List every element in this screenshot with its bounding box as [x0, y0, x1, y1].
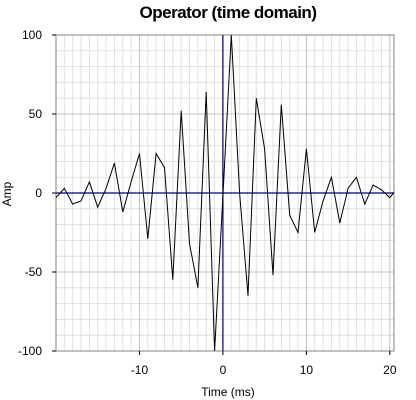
x-axis-label: Time (ms): [201, 385, 255, 399]
x-tick-label: -10: [131, 363, 149, 377]
y-tick-label: -100: [18, 344, 42, 358]
y-axis-label: Amp: [0, 181, 14, 206]
y-tick-label: -50: [25, 265, 43, 279]
y-tick-label: 0: [35, 186, 42, 200]
x-tick-label: 10: [300, 363, 314, 377]
chart-title: Operator (time domain): [140, 3, 317, 22]
x-tick-label: 0: [220, 363, 227, 377]
x-tick-label: 20: [383, 363, 397, 377]
y-tick-label: 100: [22, 28, 42, 42]
y-tick-label: 50: [29, 107, 43, 121]
